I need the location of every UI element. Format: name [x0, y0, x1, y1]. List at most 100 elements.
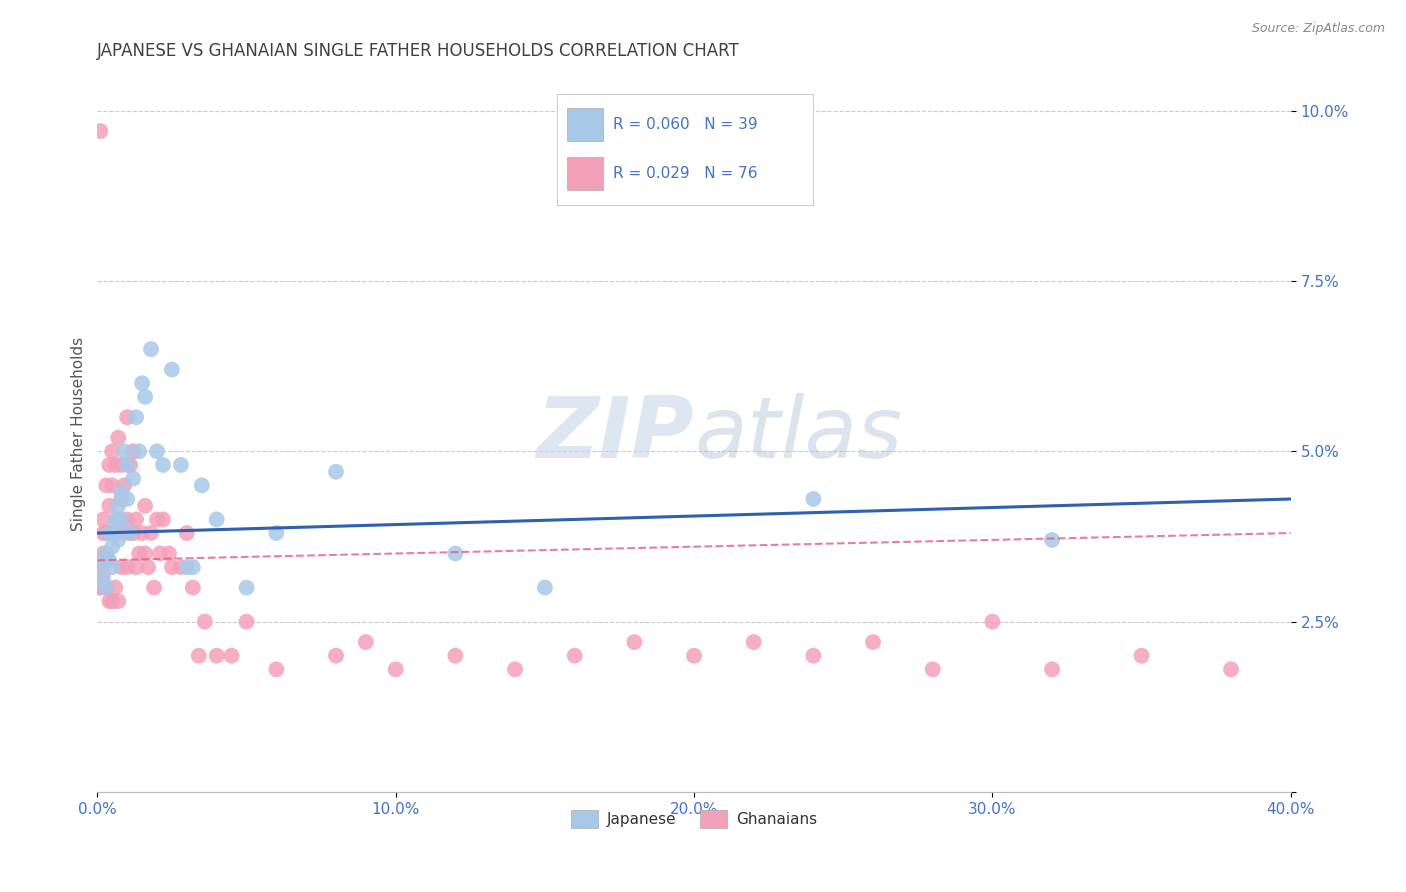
- Point: [112, 478, 135, 492]
- Point: [110, 512, 132, 526]
- Point: [921, 662, 943, 676]
- Point: [683, 648, 706, 663]
- Point: [170, 560, 193, 574]
- Point: [325, 465, 347, 479]
- Point: [128, 547, 150, 561]
- Point: [125, 560, 148, 574]
- Point: [107, 533, 129, 547]
- Point: [131, 376, 153, 391]
- Point: [96, 547, 118, 561]
- Point: [110, 485, 132, 500]
- Text: ZIP: ZIP: [537, 392, 695, 475]
- Point: [98, 553, 121, 567]
- Point: [176, 560, 198, 574]
- Point: [191, 478, 214, 492]
- Point: [112, 526, 135, 541]
- Point: [157, 547, 180, 561]
- Point: [187, 648, 209, 663]
- Point: [98, 458, 121, 472]
- Y-axis label: Single Father Households: Single Father Households: [72, 337, 86, 532]
- Point: [115, 512, 138, 526]
- Text: JAPANESE VS GHANAIAN SINGLE FATHER HOUSEHOLDS CORRELATION CHART: JAPANESE VS GHANAIAN SINGLE FATHER HOUSE…: [97, 42, 740, 60]
- Point: [115, 491, 138, 506]
- Point: [120, 526, 142, 541]
- Point: [742, 635, 765, 649]
- Text: atlas: atlas: [695, 392, 903, 475]
- Point: [384, 662, 406, 676]
- Point: [160, 560, 183, 574]
- Point: [91, 574, 114, 588]
- Point: [120, 526, 142, 541]
- Point: [107, 499, 129, 513]
- Point: [149, 547, 172, 561]
- Point: [134, 390, 156, 404]
- Point: [89, 124, 111, 138]
- Point: [122, 444, 145, 458]
- Point: [107, 594, 129, 608]
- Point: [136, 560, 159, 574]
- Point: [981, 615, 1004, 629]
- Point: [444, 547, 467, 561]
- Point: [98, 526, 121, 541]
- Point: [176, 526, 198, 541]
- Point: [98, 594, 121, 608]
- Point: [194, 615, 217, 629]
- Point: [104, 526, 127, 541]
- Legend: Japanese, Ghanaians: Japanese, Ghanaians: [564, 804, 824, 834]
- Point: [266, 526, 288, 541]
- Point: [107, 431, 129, 445]
- Point: [104, 526, 127, 541]
- Point: [170, 458, 193, 472]
- Point: [96, 478, 118, 492]
- Point: [110, 560, 132, 574]
- Point: [122, 526, 145, 541]
- Point: [152, 458, 174, 472]
- Point: [139, 342, 162, 356]
- Point: [354, 635, 377, 649]
- Point: [152, 512, 174, 526]
- Point: [623, 635, 645, 649]
- Point: [91, 547, 114, 561]
- Point: [89, 560, 111, 574]
- Point: [89, 581, 111, 595]
- Point: [235, 615, 257, 629]
- Point: [503, 662, 526, 676]
- Point: [134, 499, 156, 513]
- Point: [181, 581, 204, 595]
- Point: [104, 512, 127, 526]
- Point: [110, 491, 132, 506]
- Point: [205, 512, 228, 526]
- Point: [89, 560, 111, 574]
- Point: [120, 458, 142, 472]
- Point: [101, 540, 124, 554]
- Point: [143, 581, 166, 595]
- Point: [803, 648, 825, 663]
- Point: [128, 444, 150, 458]
- Point: [146, 444, 169, 458]
- Point: [96, 547, 118, 561]
- Point: [266, 662, 288, 676]
- Point: [98, 499, 121, 513]
- Point: [115, 410, 138, 425]
- Point: [98, 526, 121, 541]
- Point: [101, 478, 124, 492]
- Point: [221, 648, 243, 663]
- Point: [564, 648, 586, 663]
- Point: [160, 362, 183, 376]
- Point: [444, 648, 467, 663]
- Point: [1220, 662, 1243, 676]
- Point: [91, 526, 114, 541]
- Point: [235, 581, 257, 595]
- Point: [101, 560, 124, 574]
- Point: [115, 458, 138, 472]
- Point: [534, 581, 557, 595]
- Point: [91, 512, 114, 526]
- Point: [125, 410, 148, 425]
- Point: [104, 581, 127, 595]
- Point: [101, 444, 124, 458]
- Point: [107, 512, 129, 526]
- Point: [96, 581, 118, 595]
- Point: [89, 581, 111, 595]
- Point: [325, 648, 347, 663]
- Point: [122, 472, 145, 486]
